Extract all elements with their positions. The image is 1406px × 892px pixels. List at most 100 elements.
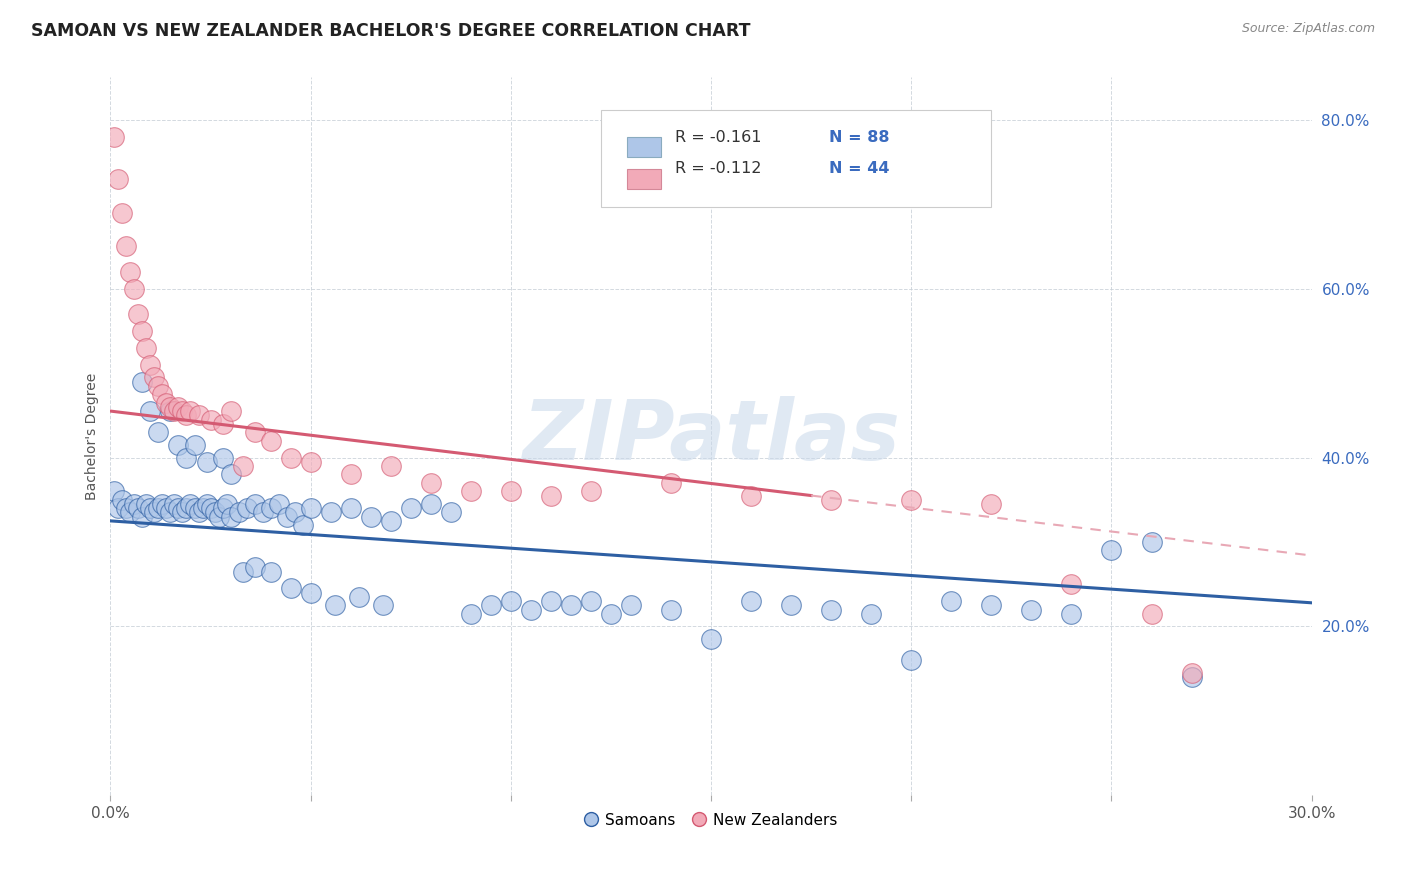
Point bbox=[1140, 607, 1163, 621]
Point bbox=[207, 509, 229, 524]
Point bbox=[163, 497, 186, 511]
Point bbox=[900, 492, 922, 507]
Legend: Samoans, New Zealanders: Samoans, New Zealanders bbox=[578, 807, 844, 834]
Point bbox=[1180, 665, 1202, 680]
Point bbox=[124, 282, 146, 296]
Point bbox=[115, 239, 138, 253]
FancyBboxPatch shape bbox=[627, 137, 661, 157]
Point bbox=[860, 607, 883, 621]
Point bbox=[143, 505, 166, 519]
Point bbox=[176, 409, 198, 423]
Point bbox=[195, 497, 218, 511]
Point bbox=[139, 501, 162, 516]
Text: Source: ZipAtlas.com: Source: ZipAtlas.com bbox=[1241, 22, 1375, 36]
Point bbox=[319, 505, 342, 519]
Point bbox=[323, 599, 346, 613]
Point bbox=[103, 129, 125, 144]
Point bbox=[280, 582, 302, 596]
Point bbox=[579, 594, 602, 608]
Point bbox=[267, 497, 290, 511]
Point bbox=[1060, 577, 1083, 591]
Point bbox=[900, 653, 922, 667]
Point bbox=[659, 602, 682, 616]
Point bbox=[659, 475, 682, 490]
Point bbox=[111, 205, 134, 219]
Point bbox=[243, 497, 266, 511]
Point bbox=[700, 632, 723, 647]
Point bbox=[740, 594, 762, 608]
Point bbox=[347, 590, 370, 604]
Point bbox=[148, 501, 170, 516]
Point bbox=[148, 378, 170, 392]
Point bbox=[211, 450, 233, 465]
Point bbox=[540, 594, 562, 608]
Point bbox=[176, 501, 198, 516]
FancyBboxPatch shape bbox=[600, 110, 991, 207]
Point bbox=[179, 404, 201, 418]
Point bbox=[232, 458, 254, 473]
Point bbox=[103, 484, 125, 499]
Point bbox=[124, 497, 146, 511]
Text: N = 88: N = 88 bbox=[828, 130, 889, 145]
Point bbox=[1021, 602, 1043, 616]
Point bbox=[252, 505, 274, 519]
Point bbox=[143, 370, 166, 384]
Point bbox=[152, 387, 174, 401]
Point bbox=[219, 509, 242, 524]
Text: N = 44: N = 44 bbox=[828, 161, 889, 177]
Text: SAMOAN VS NEW ZEALANDER BACHELOR'S DEGREE CORRELATION CHART: SAMOAN VS NEW ZEALANDER BACHELOR'S DEGRE… bbox=[31, 22, 751, 40]
Point bbox=[1060, 607, 1083, 621]
Point bbox=[219, 467, 242, 482]
Point bbox=[131, 375, 153, 389]
Point bbox=[159, 404, 181, 418]
Point bbox=[131, 324, 153, 338]
Point bbox=[219, 404, 242, 418]
Point bbox=[111, 492, 134, 507]
Point bbox=[152, 497, 174, 511]
Point bbox=[120, 505, 142, 519]
Point bbox=[980, 497, 1002, 511]
Text: ZIPatlas: ZIPatlas bbox=[522, 396, 900, 477]
Point bbox=[167, 501, 190, 516]
Point bbox=[131, 509, 153, 524]
Point bbox=[520, 602, 543, 616]
Point bbox=[560, 599, 582, 613]
FancyBboxPatch shape bbox=[627, 169, 661, 189]
Point bbox=[120, 265, 142, 279]
Point bbox=[941, 594, 963, 608]
Point bbox=[159, 400, 181, 414]
Point bbox=[380, 458, 402, 473]
Point bbox=[176, 450, 198, 465]
Point bbox=[540, 489, 562, 503]
Point bbox=[259, 501, 281, 516]
Point bbox=[820, 602, 842, 616]
Point bbox=[148, 425, 170, 440]
Point bbox=[115, 501, 138, 516]
Point bbox=[499, 594, 522, 608]
Point bbox=[371, 599, 394, 613]
Point bbox=[139, 404, 162, 418]
Point bbox=[163, 404, 186, 418]
Point bbox=[200, 501, 222, 516]
Point bbox=[127, 307, 149, 321]
Point bbox=[299, 501, 322, 516]
Y-axis label: Bachelor's Degree: Bachelor's Degree bbox=[86, 373, 100, 500]
Point bbox=[380, 514, 402, 528]
Point bbox=[259, 565, 281, 579]
Point bbox=[360, 509, 382, 524]
Point bbox=[235, 501, 257, 516]
Point bbox=[211, 417, 233, 431]
Point bbox=[187, 505, 209, 519]
Point bbox=[107, 171, 129, 186]
Text: R = -0.112: R = -0.112 bbox=[675, 161, 762, 177]
Point bbox=[167, 438, 190, 452]
Point bbox=[579, 484, 602, 499]
Point bbox=[460, 607, 482, 621]
Point bbox=[284, 505, 307, 519]
Point bbox=[600, 607, 623, 621]
Point bbox=[1101, 543, 1123, 558]
Point bbox=[620, 599, 643, 613]
Point bbox=[135, 497, 157, 511]
Point bbox=[780, 599, 803, 613]
Point bbox=[820, 492, 842, 507]
